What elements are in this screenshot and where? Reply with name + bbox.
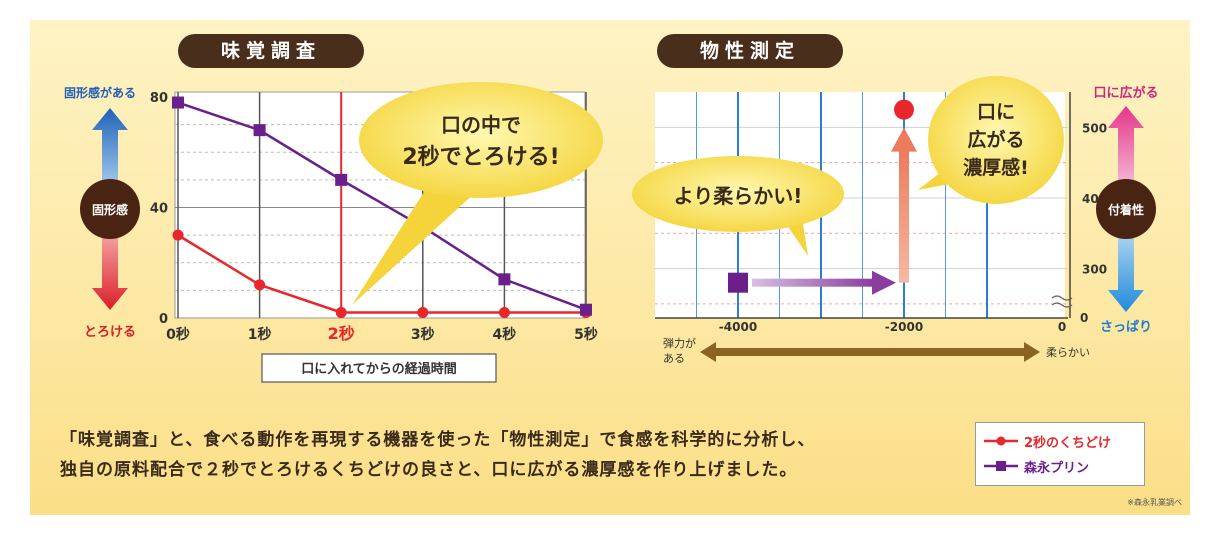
right-x-left-label-1: 弾力が	[663, 336, 696, 350]
red-line-marker-icon	[984, 436, 1018, 446]
right-y-tick-label: 500	[1082, 121, 1107, 135]
left-point-red	[498, 306, 510, 318]
right-y-tick-zero: 0	[1080, 311, 1088, 325]
left-series-line-0	[177, 234, 586, 314]
left-xlabel: 口に入れてからの経過時間	[301, 361, 457, 377]
right-y-top-label: 口に広がる	[1093, 85, 1158, 101]
legend: 2秒のくちどけ 森永プリン	[975, 422, 1145, 486]
right-callout-2-line-1: 口に	[977, 101, 1015, 123]
legend-item-purple: 森永プリン	[984, 456, 1089, 476]
left-y-tick-label: 0	[159, 312, 168, 327]
right-callout-2-line-2: 広がる	[967, 128, 1024, 151]
right-x-left-label-2: ある	[663, 352, 685, 365]
legend-label-purple: 森永プリン	[1024, 460, 1090, 476]
right-arrow-icon	[752, 278, 874, 287]
summary-line-1: 「味覚調査」と、食べる動作を再現する機器を使った「物性測定」で食感を科学的に分析…	[60, 430, 816, 450]
right-x-tick-label: -2000	[885, 320, 923, 334]
up-arrow-shaft-icon	[899, 149, 909, 283]
legend-item-red: 2秒のくちどけ	[984, 431, 1111, 451]
left-y-tick-label: 40	[150, 202, 168, 217]
summary-text: 「味覚調査」と、食べる動作を再現する機器を使った「物性測定」で食感を科学的に分析…	[60, 425, 960, 485]
left-x-tick-label: 0秒	[166, 326, 190, 343]
right-series	[728, 99, 917, 295]
purple-line-marker-icon	[984, 461, 1018, 471]
left-y-bottom-label: とろける	[84, 325, 136, 340]
axis-break-icon	[1051, 295, 1073, 308]
left-callout-line-2: 2秒でとろける!	[402, 145, 559, 170]
left-point-purple	[580, 303, 592, 316]
left-y-center-label: 固形感	[92, 202, 128, 217]
legend-label-red: 2秒のくちどけ	[1024, 435, 1112, 451]
right-point-red	[894, 99, 914, 120]
right-y-center-label: 付着性	[1108, 202, 1144, 217]
right-y-bottom-label: さっぱり	[1100, 319, 1152, 335]
left-chart-title: 味覚調査	[178, 34, 364, 68]
right-x-tick-label: 0	[1058, 320, 1066, 334]
left-point-red	[417, 306, 429, 318]
left-point-purple	[335, 173, 348, 186]
left-chart: 0秒 1秒 2秒 3秒 4秒 5秒 0 40 80 固形感がある 固形感 とろける 口の中で 2…	[64, 82, 603, 383]
right-chart-title: 物性測定	[657, 34, 843, 68]
pink-up-arrow-icon	[1108, 106, 1144, 182]
left-callout-tail	[352, 170, 478, 305]
down-arrow-icon	[92, 236, 128, 310]
left-axis-badge	[80, 179, 140, 239]
left-x-tick-label: 3秒	[411, 326, 435, 343]
right-point-purple	[728, 272, 748, 293]
left-point-red	[172, 229, 184, 241]
left-x-tick-label: 5秒	[574, 326, 598, 343]
right-arrowhead-icon	[872, 270, 896, 295]
left-point-purple	[172, 96, 184, 109]
left-x-tick-label: 4秒	[493, 326, 517, 343]
right-axis-badge	[1096, 179, 1156, 239]
left-callout-line-1: 口の中で	[441, 113, 521, 137]
left-xlabel-box	[261, 353, 497, 383]
left-x-tick-label: 2秒	[328, 324, 355, 343]
charts-canvas: 0秒 1秒 2秒 3秒 4秒 5秒 0 40 80 固形感がある 固形感 とろける 口の中で 2…	[64, 76, 1159, 383]
right-callout-2-line-3: 濃厚感!	[963, 156, 1029, 179]
blue-down-arrow-icon	[1108, 236, 1144, 312]
summary-line-2: 独自の原料配合で２秒でとろけるくちどけの良さと、口に広がる濃厚感を作り上げました…	[60, 460, 798, 480]
right-x-right-label: 柔らかい	[1046, 346, 1090, 359]
left-point-purple	[253, 124, 266, 137]
left-series-line-1	[177, 101, 587, 311]
left-point-red	[335, 306, 347, 318]
right-callout-2-bubble	[928, 76, 1064, 204]
left-callout-bubble	[359, 82, 603, 198]
source-note: ※森永乳業調べ	[1127, 498, 1182, 507]
left-ticks: 0秒 1秒 2秒 3秒 4秒 5秒 0 40 80	[150, 91, 598, 343]
left-y-top-label: 固形感がある	[64, 85, 136, 100]
up-arrowhead-icon	[891, 127, 917, 152]
double-arrow-icon	[700, 342, 1040, 362]
left-point-red	[254, 279, 266, 291]
right-x-tick-label: -4000	[719, 320, 757, 334]
left-point-purple	[498, 273, 511, 286]
left-x-tick-label: 1秒	[248, 326, 272, 343]
up-arrow-icon	[92, 108, 128, 182]
right-callout-1-bubble	[632, 156, 844, 232]
left-y-tick-label: 80	[150, 91, 168, 106]
right-y-tick-label: 300	[1082, 263, 1107, 277]
right-callout-1-text: より柔らかい!	[674, 184, 803, 208]
